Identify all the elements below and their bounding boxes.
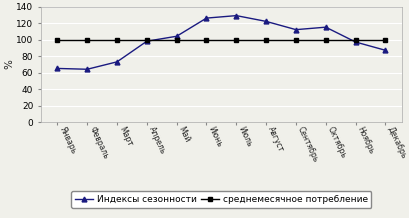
Line: Индексы сезонности: Индексы сезонности — [55, 13, 387, 72]
Y-axis label: %: % — [5, 59, 15, 69]
Индексы сезонности — [323, 26, 328, 29]
Индексы сезонности — [204, 17, 209, 19]
Индексы сезонности — [293, 28, 298, 31]
Индексы сезонности — [144, 40, 149, 43]
среднемесячное потребление — [204, 38, 209, 41]
среднемесячное потребление — [293, 38, 298, 41]
Индексы сезонности — [114, 61, 119, 63]
среднемесячное потребление — [233, 38, 238, 41]
среднемесячное потребление — [263, 38, 268, 41]
среднемесячное потребление — [352, 38, 357, 41]
Индексы сезонности — [352, 41, 357, 43]
среднемесячное потребление — [382, 38, 387, 41]
среднемесячное потребление — [85, 38, 90, 41]
среднемесячное потребление — [144, 38, 149, 41]
Индексы сезонности — [55, 67, 60, 70]
Индексы сезонности — [382, 49, 387, 52]
Line: среднемесячное потребление: среднемесячное потребление — [55, 37, 387, 42]
Индексы сезонности — [174, 35, 179, 37]
Legend: Индексы сезонности, среднемесячное потребление: Индексы сезонности, среднемесячное потре… — [71, 191, 371, 208]
Индексы сезонности — [85, 68, 90, 71]
Индексы сезонности — [263, 20, 268, 23]
среднемесячное потребление — [114, 38, 119, 41]
среднемесячное потребление — [323, 38, 328, 41]
среднемесячное потребление — [174, 38, 179, 41]
среднемесячное потребление — [55, 38, 60, 41]
Индексы сезонности — [233, 14, 238, 17]
